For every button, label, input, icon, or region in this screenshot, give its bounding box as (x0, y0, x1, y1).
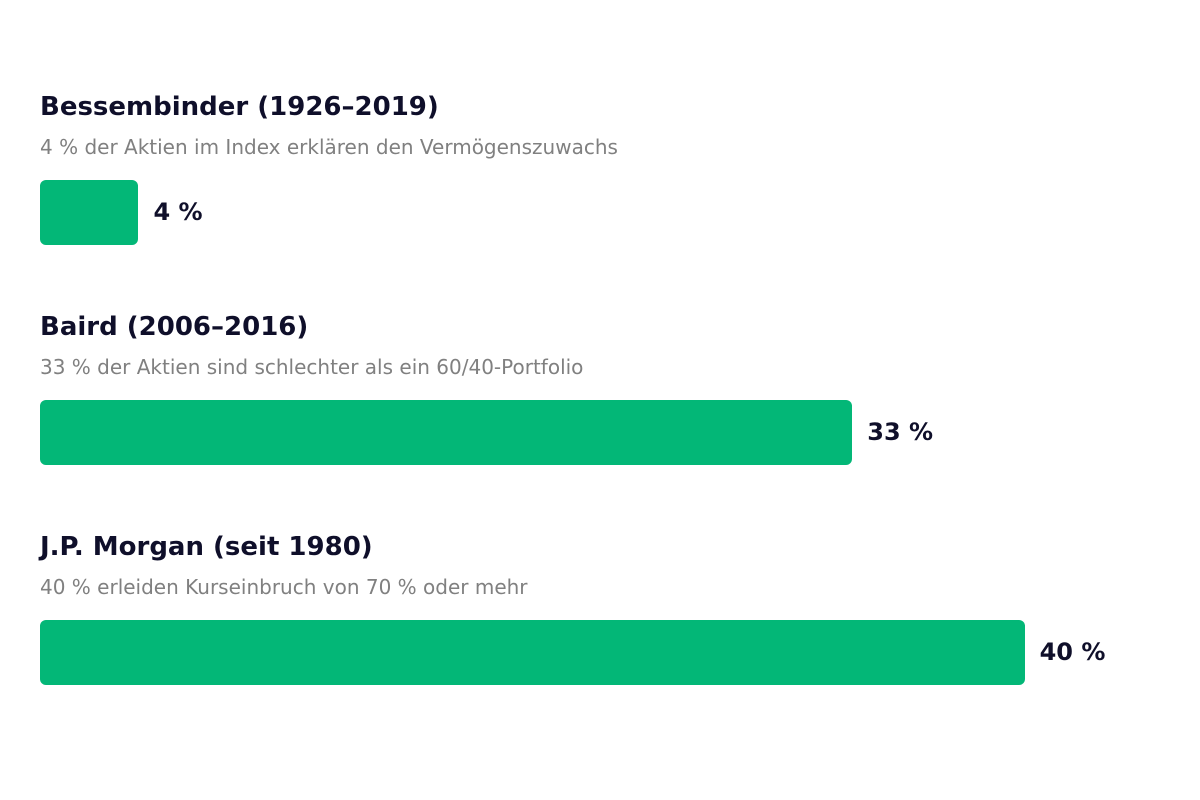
bar-group-subtitle: 4 % der Aktien im Index erklären den Ver… (40, 135, 618, 159)
bar-group-bessembinder: Bessembinder (1926–2019) 4 % der Aktien … (40, 94, 1160, 294)
bar-group-title: J.P. Morgan (seit 1980) (40, 532, 373, 562)
bar (40, 620, 1025, 685)
bar-value-label: 33 % (867, 418, 934, 446)
bar-group-baird: Baird (2006–2016) 33 % der Aktien sind s… (40, 314, 1160, 514)
bar-group-title: Bessembinder (1926–2019) (40, 92, 439, 122)
bar-group-subtitle: 33 % der Aktien sind schlechter als ein … (40, 355, 584, 379)
bar-group-subtitle: 40 % erleiden Kurseinbruch von 70 % oder… (40, 575, 528, 599)
bar (40, 400, 853, 465)
bar-group-jp-morgan: J.P. Morgan (seit 1980) 40 % erleiden Ku… (40, 534, 1160, 734)
bar-group-title: Baird (2006–2016) (40, 312, 309, 342)
bar-value-label: 40 % (1039, 638, 1106, 666)
bar (40, 180, 139, 245)
bar-value-label: 4 % (153, 198, 203, 226)
